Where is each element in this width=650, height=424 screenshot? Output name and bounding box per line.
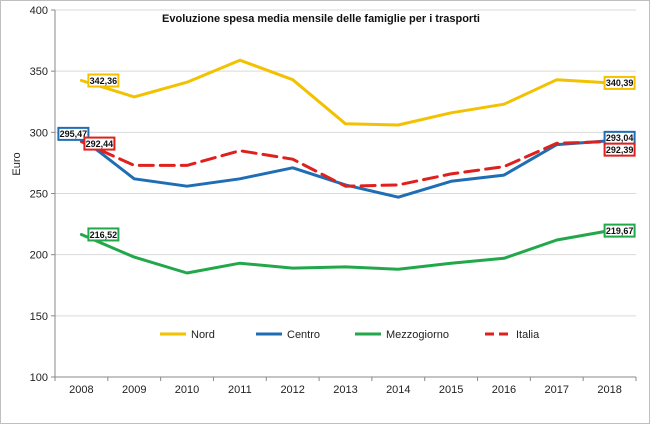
data-label-box <box>57 126 90 141</box>
x-tick-label: 2011 <box>228 384 252 396</box>
series-line-nord <box>79 58 612 127</box>
data-label: 292,44 <box>86 139 114 149</box>
gridlines <box>55 9 636 378</box>
data-label-box <box>83 136 116 151</box>
data-label-box <box>87 227 120 242</box>
data-label: 292,39 <box>606 145 634 155</box>
series-line-italia <box>79 140 612 188</box>
data-label: 219,67 <box>606 226 634 236</box>
y-tick-label: 150 <box>30 311 48 323</box>
x-tick-label: 2014 <box>386 384 410 396</box>
y-tick-label: 300 <box>30 127 48 139</box>
legend-label: Centro <box>287 329 320 341</box>
data-label: 293,04 <box>606 133 634 143</box>
x-tick-label: 2015 <box>439 384 463 396</box>
x-tick-label: 2012 <box>280 384 304 396</box>
x-tick-label: 2016 <box>492 384 516 396</box>
data-label: 295,47 <box>60 129 88 139</box>
y-tick-label: 350 <box>30 66 48 78</box>
chart-title: Evoluzione spesa media mensile delle fam… <box>162 13 480 25</box>
data-label: 216,52 <box>90 230 118 240</box>
data-label-box <box>87 73 120 88</box>
legend-label: Nord <box>191 329 215 341</box>
y-tick-label: 250 <box>30 189 48 201</box>
data-label-box <box>603 75 636 90</box>
data-label-box <box>603 142 636 157</box>
x-tick-label: 2009 <box>122 384 146 396</box>
data-label-box <box>603 223 636 238</box>
data-label: 342,36 <box>90 76 118 86</box>
y-tick-label: 100 <box>30 372 48 384</box>
x-tick-label: 2008 <box>69 384 93 396</box>
x-tick-label: 2013 <box>333 384 357 396</box>
series-lines <box>79 58 612 275</box>
y-tick-label: 400 <box>30 5 48 17</box>
x-tick-label: 2010 <box>175 384 199 396</box>
x-tick-label: 2018 <box>597 384 621 396</box>
y-tick-label: 200 <box>30 250 48 262</box>
series-line-mezzogiorno <box>79 229 612 275</box>
x-tick-label: 2017 <box>545 384 569 396</box>
axes: 100 150 200 250 300 350 400 2008 2009 2010 2011 201… <box>30 5 637 396</box>
legend-label: Mezzogiorno <box>386 329 449 341</box>
y-axis-label: Euro <box>11 152 23 175</box>
series-line-centro <box>79 136 612 199</box>
data-label: 340,39 <box>606 78 634 88</box>
data-labels: 342,36 340,39 295,47 293,04 216,52 219,67 292,… <box>57 73 636 242</box>
legend-label: Italia <box>516 329 540 341</box>
legend: Nord Centro Mezzogiorno Italia <box>160 329 540 341</box>
